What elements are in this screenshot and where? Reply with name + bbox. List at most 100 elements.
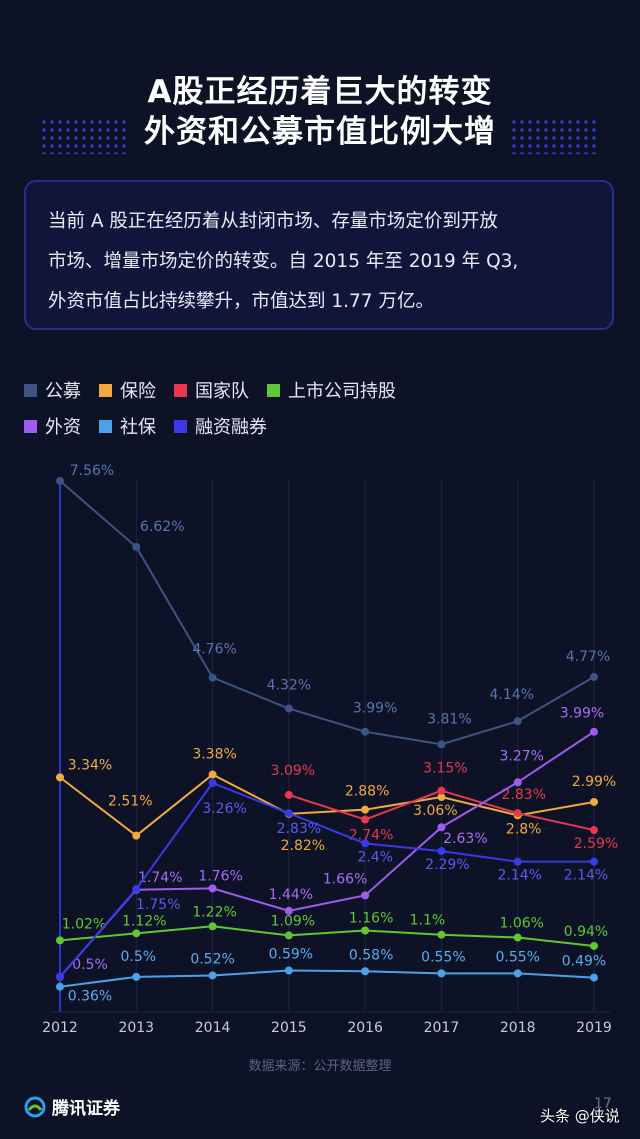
data-point [513, 778, 522, 787]
data-label: 7.56% [70, 463, 114, 479]
legend-item: 国家队 [174, 377, 249, 403]
data-point [132, 885, 141, 894]
data-point [361, 805, 370, 814]
data-label: 1.76% [198, 868, 242, 884]
legend-item: 外资 [24, 413, 81, 439]
data-label: 1.22% [192, 904, 236, 920]
data-point [361, 926, 370, 935]
data-source: 数据来源：公开数据整理 [248, 1059, 392, 1074]
data-point [590, 857, 598, 866]
legend-item: 保险 [99, 377, 156, 403]
legend-label: 上市公司持股 [288, 381, 396, 402]
data-label: 2.29% [425, 857, 469, 873]
page-title: A股正经历着巨大的转变 外资和公募市值比例大增 [0, 72, 640, 152]
data-label: 1.44% [269, 887, 313, 903]
data-point [513, 809, 522, 818]
data-label: 1.02% [62, 916, 106, 932]
data-label: 2.99% [572, 774, 616, 790]
data-label: 4.32% [267, 678, 311, 694]
data-point [590, 797, 598, 806]
x-tick-label: 2015 [271, 1020, 307, 1036]
data-point [361, 891, 370, 900]
legend-swatch [99, 419, 112, 433]
data-point [361, 727, 370, 736]
legend-row-1: 公募 保险 国家队 上市公司持股 [24, 372, 624, 408]
data-label: 2.74% [349, 828, 393, 844]
series-line [59, 969, 595, 988]
x-tick-label: 2018 [500, 1020, 536, 1036]
legend-label: 保险 [120, 381, 156, 402]
legend-swatch [99, 383, 112, 397]
x-tick-label: 2012 [42, 1020, 78, 1036]
data-point [208, 770, 217, 779]
brand-logo: 腾讯证券 [24, 1094, 120, 1119]
data-point [284, 704, 293, 713]
intro-box: 当前 A 股正在经历着从封闭市场、存量市场定价到开放 市场、增量市场定价的转变。… [24, 180, 614, 330]
x-tick-label: 2016 [347, 1020, 383, 1036]
title-line-2: 外资和公募市值比例大增 [144, 114, 496, 150]
data-label: 1.09% [271, 913, 315, 929]
data-label: 2.51% [108, 794, 152, 810]
data-label: 4.77% [566, 649, 610, 665]
legend-swatch [174, 419, 187, 433]
data-point [513, 933, 522, 942]
data-label: 3.15% [423, 761, 467, 777]
data-label: 1.75% [136, 897, 180, 913]
data-label: 6.62% [140, 519, 184, 535]
legend-item: 上市公司持股 [267, 377, 396, 403]
legend-row-2: 外资 社保 融资融券 [24, 408, 624, 444]
data-label: 0.94% [564, 924, 608, 940]
data-point [56, 476, 64, 485]
data-label: 0.59% [269, 947, 313, 963]
data-label: 2.4% [357, 849, 393, 865]
data-label: 0.55% [421, 949, 465, 965]
data-label: 2.8% [506, 821, 542, 837]
data-label: 1.16% [349, 911, 393, 927]
data-label: 4.76% [192, 642, 236, 658]
data-label: 3.99% [560, 706, 604, 722]
data-point [590, 941, 598, 950]
data-point [208, 673, 217, 682]
data-point [132, 831, 141, 840]
x-tick-label: 2017 [424, 1020, 460, 1036]
data-point [56, 972, 64, 981]
x-tick-label: 2013 [118, 1020, 154, 1036]
legend-item: 融资融券 [174, 413, 267, 439]
data-point [437, 786, 446, 795]
data-label: 0.5% [120, 949, 156, 965]
watermark: 头条 @侠说 [540, 1107, 620, 1125]
x-tick-label: 2019 [576, 1020, 612, 1036]
data-point [513, 717, 522, 726]
data-point [437, 823, 446, 832]
data-label: 3.27% [499, 748, 543, 764]
series-line [59, 480, 595, 746]
data-point [437, 740, 446, 749]
data-label: 2.14% [564, 868, 608, 884]
data-label: 0.58% [349, 947, 393, 963]
dot-pattern-left [40, 118, 130, 154]
data-label: 1.1% [410, 913, 446, 929]
data-label: 3.34% [68, 757, 112, 773]
data-label: 1.06% [499, 916, 543, 932]
data-label: 2.63% [443, 831, 487, 847]
title-line-1: A股正经历着巨大的转变 [147, 74, 493, 110]
data-point [361, 839, 370, 848]
data-point [284, 809, 293, 818]
data-point [208, 884, 217, 893]
data-point [437, 930, 446, 939]
brand-name: 腾讯证券 [52, 1099, 120, 1119]
data-label: 0.36% [68, 989, 112, 1005]
data-label: 2.82% [281, 838, 325, 854]
series-line [59, 925, 595, 947]
data-point [284, 906, 293, 915]
series-line [59, 781, 594, 978]
tencent-logo-icon [24, 1096, 46, 1117]
data-point [513, 857, 522, 866]
legend-swatch [174, 383, 187, 397]
line-chart: 2012 2013 2014 2015 2016 2017 2018 2019 7.56% 6.6… [42, 463, 618, 1036]
data-label: 4.14% [489, 687, 533, 703]
data-point [590, 727, 598, 736]
data-point [56, 936, 64, 945]
data-label: 1.74% [138, 870, 182, 886]
legend-swatch [24, 419, 37, 433]
